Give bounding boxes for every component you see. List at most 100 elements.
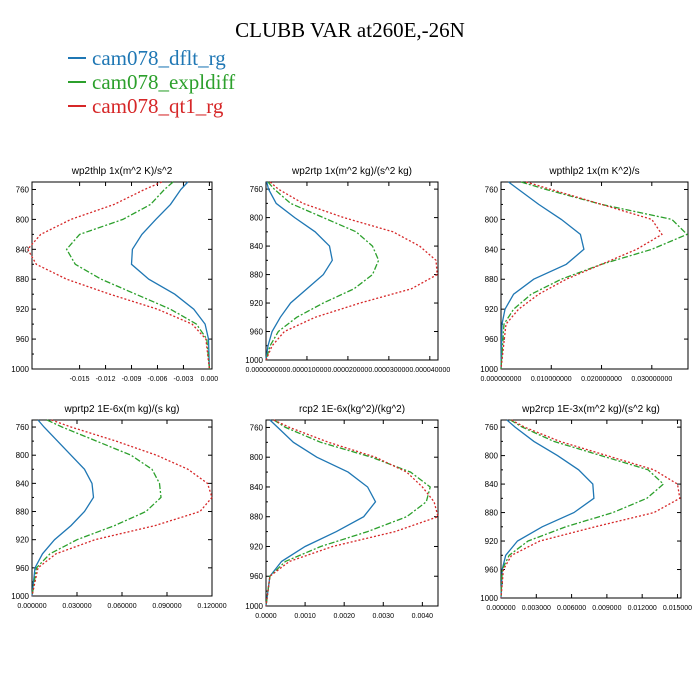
x-tick-label: 0.003000 [522,605,551,612]
series-line-cam078_expldiff [500,419,665,599]
x-tick-label: 0.0020 [333,613,355,620]
series-line-cam078_dflt_rg [265,181,333,361]
plot-title: wp2rcp 1E-3x(m^2 kg)/(s^2 kg) [521,404,660,415]
series-line-cam078_qt1_rg [26,181,211,370]
x-tick-label: 0.000000 [486,605,515,612]
x-tick-label: 0.000020000 [327,367,368,374]
y-tick-label: 960 [485,566,499,575]
x-tick-label: 0.090000 [152,603,181,610]
series-line-cam078_qt1_rg [500,181,663,370]
series-line-cam078_dflt_rg [130,181,211,370]
y-tick-label: 840 [16,245,30,254]
legend-label-dflt: cam078_dflt_rg [92,45,226,70]
series-line-cam078_expldiff [265,419,431,607]
plot-title: wprtp2 1E-6x(m kg)/(s kg) [63,404,179,415]
x-tick-label: 0.060000 [107,603,136,610]
legend-label-qt1: cam078_qt1_rg [92,93,224,118]
series-line-cam078_expldiff [265,181,380,361]
y-tick-label: 920 [16,536,30,545]
plot-title: wpthlp2 1x(m K^2)/s [548,166,639,177]
y-tick-label: 920 [485,305,499,314]
legend-label-expldiff: cam078_expldiff [92,69,236,94]
series-line-cam078_dflt_rg [31,419,95,597]
y-tick-label: 920 [250,542,264,551]
y-tick-label: 840 [485,245,499,254]
x-tick-label: 0.000000000 [246,367,287,374]
legend-item-dflt: cam078_dflt_rg [68,46,235,70]
y-tick-label: 800 [485,215,499,224]
y-tick-label: 960 [16,335,30,344]
x-tick-label: 0.0000 [255,613,277,620]
series-line-cam078_qt1_rg [500,419,681,599]
y-tick-label: 1000 [480,594,498,603]
x-tick-label: 0.000000 [17,603,46,610]
y-tick-label: 760 [250,185,264,194]
y-tick-label: 800 [16,215,30,224]
x-tick-label: 0.020000000 [581,376,622,383]
x-tick-label: -0.015 [70,376,90,383]
series-line-cam078_dflt_rg [265,419,377,607]
x-tick-label: 0.000000000 [481,376,522,383]
y-tick-label: 760 [16,185,30,194]
y-tick-label: 840 [16,479,30,488]
y-tick-label: 1000 [245,602,263,611]
x-tick-label: 0.010000000 [531,376,572,383]
y-tick-label: 800 [250,214,264,223]
y-tick-label: 880 [250,513,264,522]
x-tick-label: -0.009 [122,376,142,383]
series-line-cam078_expldiff [65,181,211,370]
plot-frame [31,419,213,597]
plot-frame [500,181,689,370]
series-line-cam078_qt1_rg [31,419,213,597]
y-tick-label: 960 [250,572,264,581]
plot-frame [265,419,439,607]
x-tick-label: 0.0010 [294,613,316,620]
x-tick-label: 0.000040000 [409,367,450,374]
y-tick-label: 760 [485,423,499,432]
x-tick-label: 0.120000 [197,603,226,610]
y-tick-label: 760 [250,423,264,432]
y-tick-label: 800 [485,452,499,461]
plot-panel-6: wp2rcp 1E-3x(m^2 kg)/(s^2 kg) 760 800 840 88… [480,404,692,612]
x-tick-label: 0.000 [201,376,219,383]
x-tick-label: -0.012 [96,376,116,383]
y-tick-label: 960 [250,328,264,337]
y-tick-label: 880 [16,275,30,284]
legend-item-qt1: cam078_qt1_rg [68,94,235,118]
x-tick-label: -0.006 [148,376,168,383]
plot-title: rcp2 1E-6x(kg^2)/(kg^2) [299,404,405,415]
x-tick-label: 0.000010000 [287,367,328,374]
legend-item-expldiff: cam078_expldiff [68,70,235,94]
x-tick-label: 0.006000 [557,605,586,612]
y-tick-label: 800 [16,451,30,460]
y-tick-label: 840 [250,242,264,251]
y-tick-label: 760 [16,423,30,432]
y-tick-label: 920 [485,537,499,546]
plot-panel-1: wp2thlp 1x(m^2 K)/s^2 760 800 840 880 920 960 1… [11,166,218,383]
y-tick-label: 1000 [480,365,498,374]
y-tick-label: 840 [250,483,264,492]
plot-panel-4: wprtp2 1E-6x(m kg)/(s kg) 760 800 840 880 920… [11,404,226,610]
y-tick-label: 1000 [245,356,263,365]
legend-swatch-expldiff [68,81,86,83]
x-tick-label: 0.015000 [663,605,692,612]
y-tick-label: 760 [485,185,499,194]
plot-title: wp2thlp 1x(m^2 K)/s^2 [71,166,173,177]
figure-title: CLUBB VAR at260E,-26N [235,18,465,42]
series-line-cam078_dflt_rg [500,419,595,599]
plot-title: wp2rtp 1x(m^2 kg)/(s^2 kg) [291,166,412,177]
y-tick-label: 880 [485,509,499,518]
series-line-cam078_expldiff [31,419,162,597]
series-line-cam078_expldiff [500,181,689,370]
x-tick-label: 0.000030000 [368,367,409,374]
y-tick-label: 1000 [11,592,29,601]
y-tick-label: 1000 [11,365,29,374]
x-tick-label: 0.009000 [592,605,621,612]
x-tick-label: 0.012000 [628,605,657,612]
plot-frame [265,181,439,361]
y-tick-label: 920 [16,305,30,314]
y-tick-label: 880 [250,271,264,280]
y-tick-label: 880 [16,508,30,517]
x-tick-label: 0.0030 [373,613,395,620]
plot-panel-2: wp2rtp 1x(m^2 kg)/(s^2 kg) 760 800 840 880 92… [245,166,450,374]
